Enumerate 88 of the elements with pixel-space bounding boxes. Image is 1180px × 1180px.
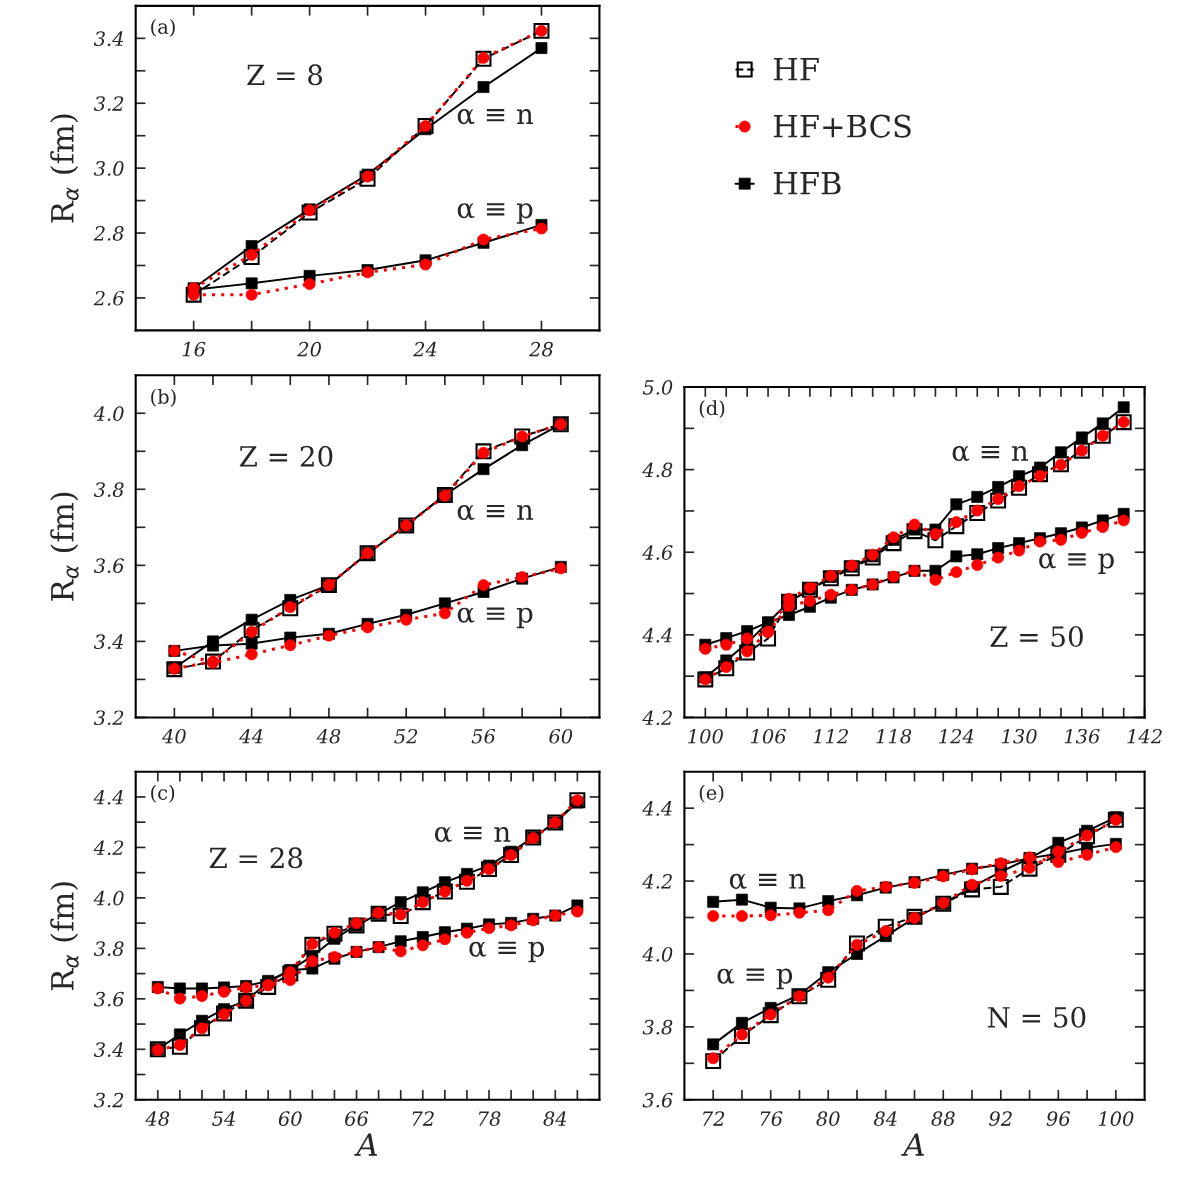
y-tick-label: 2.6 bbox=[93, 290, 124, 306]
y-tick-label: 3.0 bbox=[93, 161, 124, 176]
x-tick-label: 72 bbox=[412, 1111, 434, 1126]
x-tick-label: 56 bbox=[471, 728, 496, 744]
x-axis-title: A bbox=[901, 1133, 924, 1156]
y-tick-label: 2.8 bbox=[93, 226, 124, 241]
annotation: N = 50 bbox=[987, 1006, 1086, 1028]
y-tick-label: 3.4 bbox=[93, 634, 124, 650]
y-tick-label: 3.4 bbox=[93, 1042, 124, 1057]
text: (d) bbox=[699, 400, 725, 419]
x-tick-label: 60 bbox=[549, 728, 573, 744]
x-tick-label: 96 bbox=[1046, 1111, 1071, 1126]
annotation: Z = 50 bbox=[990, 626, 1083, 648]
y-tick-label: 4.4 bbox=[642, 801, 672, 816]
y-tick-label: 4.2 bbox=[93, 840, 124, 856]
y-tick-label: 3.6 bbox=[93, 991, 124, 1007]
annotation: α ≡ n bbox=[457, 504, 534, 521]
x-tick-label: 54 bbox=[212, 1111, 235, 1126]
y-axis-title: R$_{α}$ (fm) bbox=[50, 114, 79, 223]
y-tick-label: 3.2 bbox=[93, 710, 124, 726]
y-tick-label: 4.4 bbox=[93, 789, 124, 805]
y-tick-label: 3.8 bbox=[93, 941, 124, 957]
y-axis-title: R$_{α}$ (fm) bbox=[50, 882, 79, 991]
x-tick-label: 92 bbox=[989, 1111, 1012, 1126]
annotation: α ≡ p bbox=[717, 968, 793, 990]
x-tick-label: 100 bbox=[1098, 1111, 1134, 1126]
legend-label: HFB bbox=[773, 172, 841, 195]
legend-label: HF+BCS bbox=[773, 114, 911, 138]
text: (e) bbox=[699, 784, 724, 803]
y-tick-label: 3.2 bbox=[93, 1092, 124, 1108]
x-tick-label: 136 bbox=[1064, 728, 1100, 744]
annotation: Z = 28 bbox=[209, 847, 303, 869]
x-tick-label: 66 bbox=[345, 1111, 369, 1126]
x-tick-label: 78 bbox=[479, 1111, 501, 1126]
x-tick-label: 76 bbox=[760, 1111, 783, 1126]
x-tick-label: 20 bbox=[297, 341, 321, 357]
y-tick-label: 3.8 bbox=[642, 1019, 673, 1035]
x-tick-label: 52 bbox=[394, 728, 418, 744]
annotation: α ≡ n bbox=[952, 445, 1028, 462]
x-tick-label: 84 bbox=[543, 1111, 567, 1126]
legend-label: HF bbox=[773, 57, 819, 81]
x-tick-label: 106 bbox=[750, 728, 786, 744]
x-tick-label: 112 bbox=[813, 728, 848, 744]
annotation: α ≡ n bbox=[457, 109, 534, 125]
x-tick-label: 60 bbox=[278, 1111, 302, 1126]
x-tick-label: 84 bbox=[873, 1111, 897, 1126]
x-tick-label: 48 bbox=[316, 728, 341, 744]
x-tick-label: 142 bbox=[1127, 728, 1162, 744]
text: (a) bbox=[151, 18, 175, 37]
annotation: α ≡ p bbox=[1039, 553, 1114, 574]
x-tick-label: 16 bbox=[182, 341, 206, 357]
annotation: α ≡ n bbox=[729, 873, 806, 889]
x-tick-label: 48 bbox=[145, 1111, 170, 1126]
x-tick-label: 100 bbox=[688, 728, 723, 744]
y-axis-title: R$_{α}$ (fm) bbox=[50, 492, 79, 601]
y-tick-label: 3.6 bbox=[642, 1092, 673, 1108]
y-tick-label: 4.8 bbox=[642, 462, 673, 478]
y-tick-label: 4.0 bbox=[93, 406, 124, 421]
annotation: α ≡ p bbox=[457, 203, 533, 224]
x-tick-label: 24 bbox=[413, 341, 437, 357]
annotation: Z = 8 bbox=[247, 64, 323, 86]
y-tick-label: 3.8 bbox=[93, 482, 124, 497]
x-tick-label: 44 bbox=[239, 728, 263, 744]
y-tick-label: 4.0 bbox=[642, 946, 673, 962]
y-tick-label: 3.4 bbox=[93, 31, 124, 47]
annotation: α ≡ p bbox=[457, 607, 533, 629]
text: (c) bbox=[151, 784, 175, 803]
y-tick-label: 3.2 bbox=[93, 96, 124, 111]
y-tick-label: 5.0 bbox=[642, 380, 673, 395]
x-tick-label: 40 bbox=[161, 728, 186, 744]
text: (b) bbox=[151, 388, 176, 407]
annotation: α ≡ n bbox=[434, 826, 511, 843]
x-tick-label: 28 bbox=[529, 341, 553, 357]
x-tick-label: 80 bbox=[816, 1111, 840, 1126]
y-tick-label: 4.6 bbox=[642, 545, 673, 560]
y-tick-label: 4.0 bbox=[93, 890, 124, 906]
x-tick-label: 124 bbox=[939, 728, 974, 744]
annotation: Z = 20 bbox=[239, 445, 333, 467]
y-tick-label: 4.2 bbox=[642, 874, 672, 889]
annotation: α ≡ p bbox=[469, 941, 545, 963]
x-tick-label: 118 bbox=[876, 728, 912, 744]
x-tick-label: 130 bbox=[1001, 728, 1037, 744]
y-tick-label: 3.6 bbox=[93, 558, 124, 574]
x-axis-title: A bbox=[354, 1133, 378, 1156]
y-tick-label: 4.4 bbox=[642, 627, 672, 643]
x-tick-label: 88 bbox=[931, 1111, 955, 1126]
x-tick-label: 72 bbox=[703, 1111, 725, 1126]
y-tick-label: 4.2 bbox=[642, 710, 672, 726]
